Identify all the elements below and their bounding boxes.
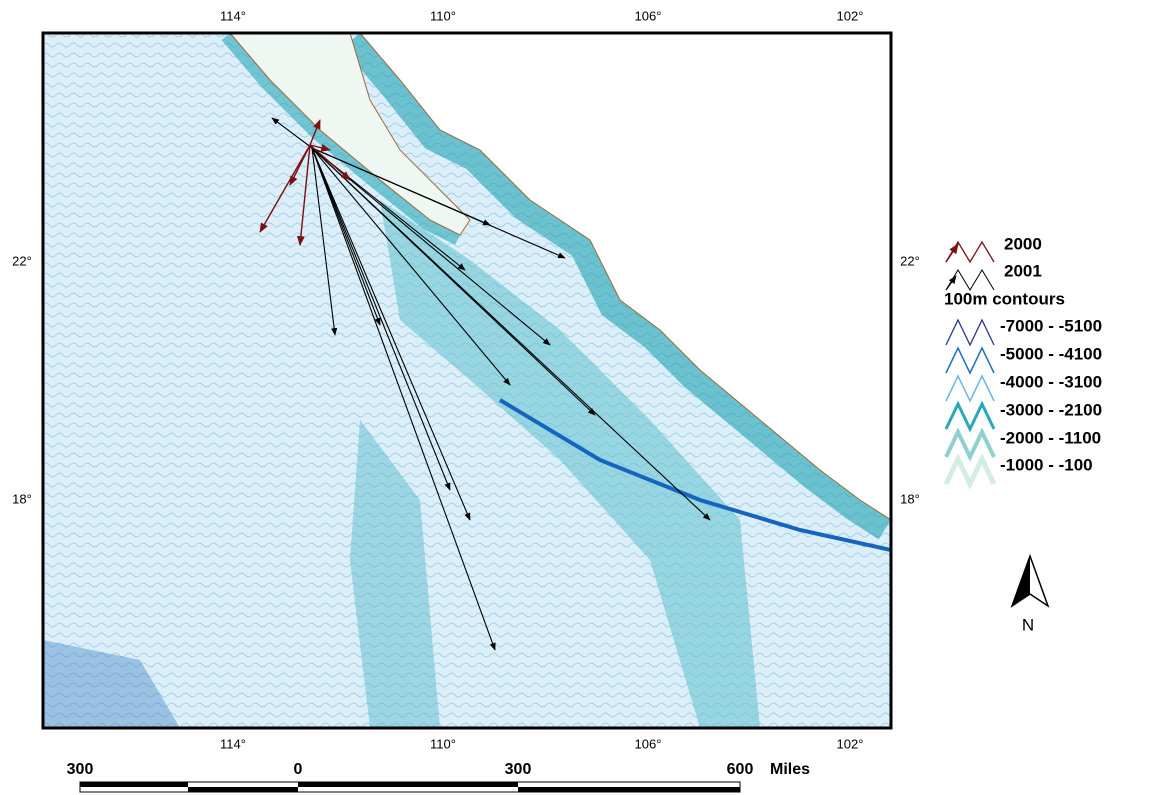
north-arrow: N — [1012, 556, 1048, 634]
scale-bar: 300 0 300 600 Miles — [67, 761, 810, 792]
lon-label: 110° — [430, 736, 456, 751]
scale-unit: Miles — [770, 761, 810, 778]
lat-label: 22° — [900, 253, 920, 268]
legend-label: -7000 - -5100 — [1000, 316, 1102, 335]
north-label: N — [1022, 615, 1034, 634]
lat-label: 18° — [900, 491, 920, 506]
legend-label: -4000 - -3100 — [1000, 372, 1102, 391]
legend-label: 2001 — [1004, 261, 1042, 280]
lon-label: 102° — [837, 8, 864, 23]
lat-label: 18° — [12, 491, 32, 506]
scale-label: 0 — [294, 761, 303, 778]
lon-label: 114° — [220, 736, 246, 751]
legend-label: 2000 — [1004, 234, 1042, 253]
legend-label: -3000 - -2100 — [1000, 400, 1102, 419]
scale-label: 600 — [727, 761, 754, 778]
scale-label: 300 — [67, 761, 94, 778]
legend-title: 100m contours — [944, 289, 1065, 308]
map-body — [43, 33, 891, 728]
lon-label: 106° — [635, 736, 662, 751]
map-figure: 114° 110° 106° 102° 114° 110° 106° 102° … — [0, 0, 1149, 795]
legend-label: -5000 - -4100 — [1000, 344, 1102, 363]
lon-label: 106° — [635, 8, 662, 23]
lat-label: 22° — [12, 253, 32, 268]
legend-label: -1000 - -100 — [1000, 455, 1093, 474]
lon-label: 110° — [430, 8, 456, 23]
scale-label: 300 — [505, 761, 532, 778]
legend: 2000 2001 100m contours -7000 - -5100 -5… — [944, 234, 1102, 484]
legend-label: -2000 - -1100 — [1000, 428, 1101, 447]
lon-label: 114° — [220, 8, 246, 23]
lon-label: 102° — [837, 736, 864, 751]
